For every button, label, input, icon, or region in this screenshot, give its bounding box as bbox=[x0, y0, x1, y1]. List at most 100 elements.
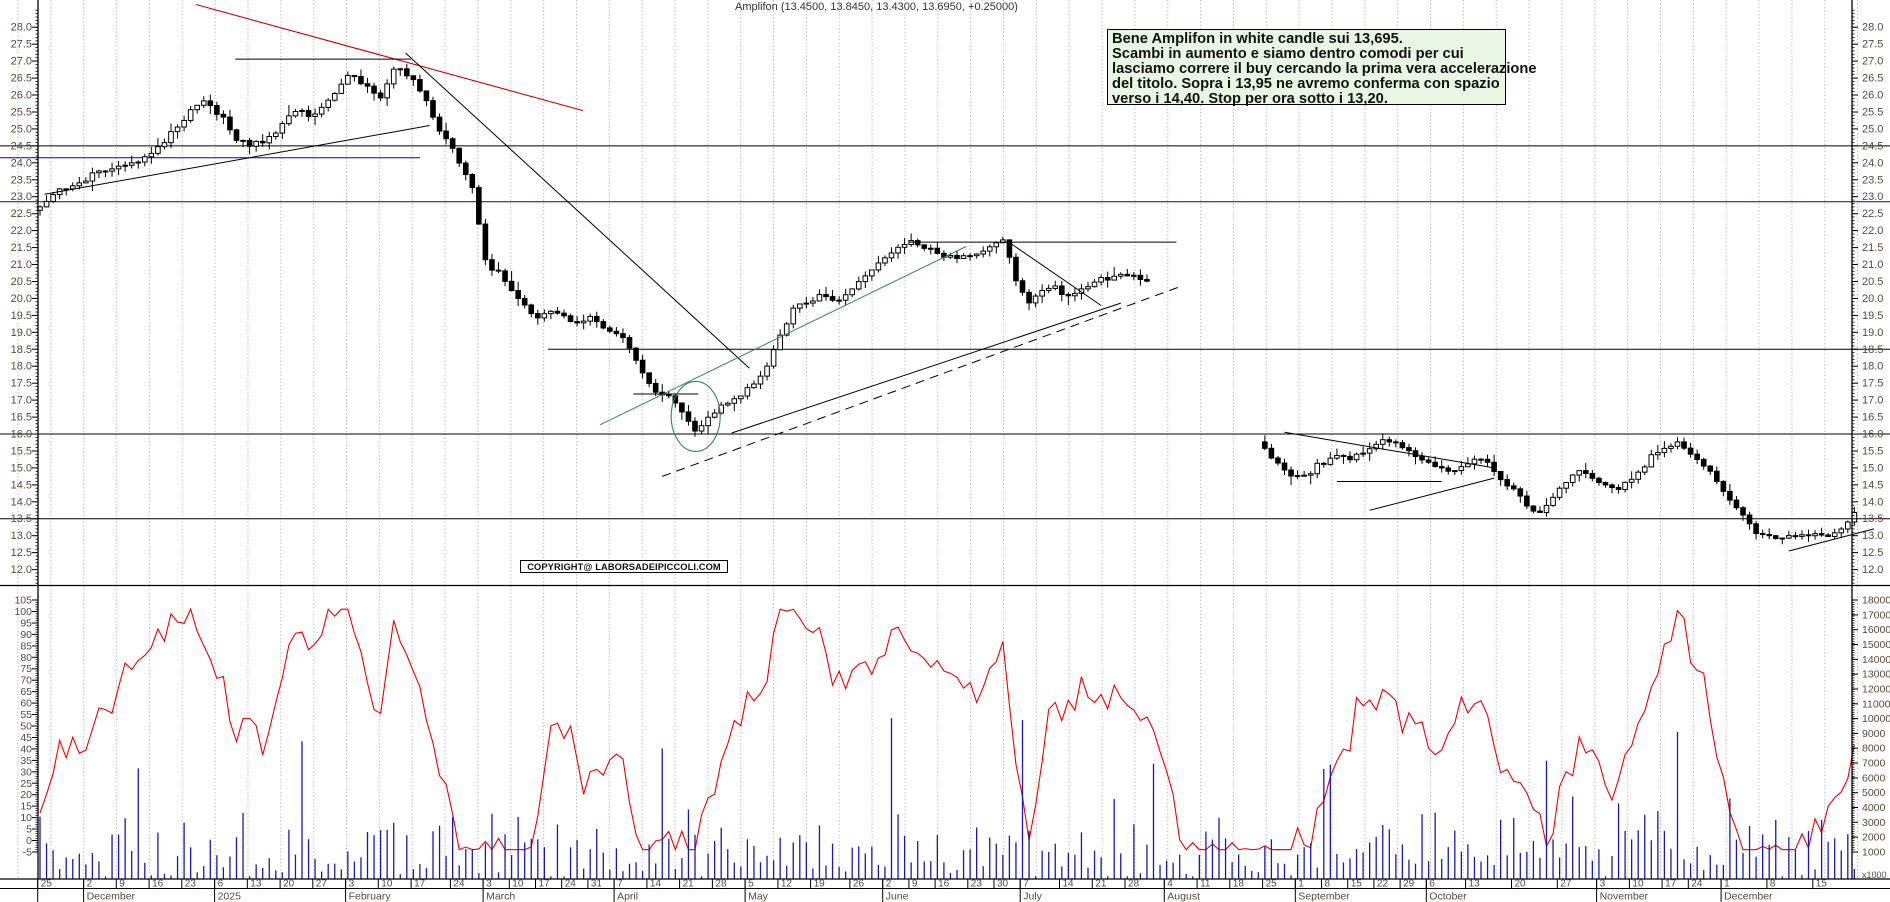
svg-text:21.0: 21.0 bbox=[1862, 259, 1883, 271]
svg-text:65: 65 bbox=[20, 686, 32, 698]
svg-text:Amplifon (13.4500, 13.8450, 13: Amplifon (13.4500, 13.8450, 13.4300, 13.… bbox=[735, 1, 1018, 13]
svg-text:20.0: 20.0 bbox=[11, 293, 32, 305]
svg-text:1: 1 bbox=[1724, 879, 1730, 890]
svg-text:14000: 14000 bbox=[1862, 654, 1890, 666]
svg-text:21: 21 bbox=[683, 879, 695, 890]
svg-text:15.5: 15.5 bbox=[11, 446, 32, 458]
svg-text:August: August bbox=[1167, 891, 1200, 902]
svg-text:13: 13 bbox=[250, 879, 262, 890]
svg-text:35: 35 bbox=[20, 755, 32, 767]
svg-text:June: June bbox=[886, 891, 909, 902]
svg-text:6: 6 bbox=[218, 879, 224, 890]
svg-text:26.5: 26.5 bbox=[1862, 73, 1883, 85]
svg-text:11: 11 bbox=[1200, 879, 1211, 890]
svg-text:9: 9 bbox=[912, 879, 918, 890]
svg-text:9000: 9000 bbox=[1862, 728, 1886, 740]
svg-text:26.0: 26.0 bbox=[11, 90, 32, 102]
svg-text:28: 28 bbox=[715, 879, 727, 890]
svg-text:25.5: 25.5 bbox=[1862, 107, 1883, 119]
svg-text:-5: -5 bbox=[23, 847, 32, 859]
svg-text:18.0: 18.0 bbox=[11, 361, 32, 373]
svg-text:60: 60 bbox=[20, 698, 32, 710]
svg-text:15: 15 bbox=[1351, 879, 1363, 890]
svg-text:13.5: 13.5 bbox=[1862, 513, 1883, 525]
svg-text:19.0: 19.0 bbox=[11, 327, 32, 339]
svg-text:23: 23 bbox=[971, 879, 983, 890]
svg-text:October: October bbox=[1429, 891, 1467, 902]
svg-text:22.5: 22.5 bbox=[11, 208, 32, 220]
svg-text:10: 10 bbox=[381, 879, 393, 890]
svg-text:2: 2 bbox=[87, 879, 93, 890]
svg-text:15.0: 15.0 bbox=[1862, 462, 1883, 474]
svg-text:23.0: 23.0 bbox=[1862, 191, 1883, 203]
svg-text:3: 3 bbox=[1600, 879, 1606, 890]
svg-text:17.5: 17.5 bbox=[1862, 378, 1883, 390]
svg-text:17.0: 17.0 bbox=[11, 395, 32, 407]
svg-text:27.0: 27.0 bbox=[11, 56, 32, 68]
svg-text:13.5: 13.5 bbox=[11, 513, 32, 525]
svg-text:18.5: 18.5 bbox=[11, 344, 32, 356]
svg-text:25.5: 25.5 bbox=[11, 107, 32, 119]
svg-text:2000: 2000 bbox=[1862, 832, 1886, 844]
svg-text:14.0: 14.0 bbox=[1862, 496, 1883, 508]
svg-text:15: 15 bbox=[20, 801, 32, 813]
svg-text:15.5: 15.5 bbox=[1862, 446, 1883, 458]
svg-text:20: 20 bbox=[1515, 879, 1527, 890]
svg-text:12000: 12000 bbox=[1862, 684, 1890, 696]
svg-text:100: 100 bbox=[14, 606, 32, 618]
svg-text:12.0: 12.0 bbox=[11, 564, 32, 576]
svg-text:24: 24 bbox=[1691, 879, 1703, 890]
svg-text:23.5: 23.5 bbox=[11, 174, 32, 186]
svg-text:20.5: 20.5 bbox=[1862, 276, 1883, 288]
svg-text:11000: 11000 bbox=[1862, 698, 1890, 710]
svg-text:May: May bbox=[748, 891, 769, 902]
svg-text:8000: 8000 bbox=[1862, 743, 1886, 755]
svg-text:27: 27 bbox=[316, 879, 328, 890]
svg-text:26.5: 26.5 bbox=[11, 73, 32, 85]
svg-text:3: 3 bbox=[486, 879, 492, 890]
svg-text:10: 10 bbox=[20, 812, 32, 824]
svg-text:16.0: 16.0 bbox=[1862, 429, 1883, 441]
svg-text:7000: 7000 bbox=[1862, 758, 1886, 770]
svg-text:28.0: 28.0 bbox=[11, 22, 32, 34]
svg-text:14.5: 14.5 bbox=[11, 479, 32, 491]
svg-text:4: 4 bbox=[1167, 879, 1173, 890]
svg-text:90: 90 bbox=[20, 629, 32, 641]
svg-text:12.5: 12.5 bbox=[11, 547, 32, 559]
svg-text:24: 24 bbox=[453, 879, 465, 890]
svg-text:20: 20 bbox=[283, 879, 295, 890]
svg-text:6000: 6000 bbox=[1862, 772, 1886, 784]
svg-text:15: 15 bbox=[1816, 879, 1828, 890]
svg-text:22.5: 22.5 bbox=[1862, 208, 1883, 220]
svg-text:16.0: 16.0 bbox=[11, 429, 32, 441]
svg-text:4000: 4000 bbox=[1862, 802, 1886, 814]
svg-text:July: July bbox=[1023, 891, 1042, 902]
svg-text:25.0: 25.0 bbox=[1862, 123, 1883, 135]
svg-text:1: 1 bbox=[1298, 879, 1304, 890]
svg-text:17: 17 bbox=[1665, 879, 1677, 890]
svg-text:18.0: 18.0 bbox=[1862, 361, 1883, 373]
svg-text:3: 3 bbox=[349, 879, 355, 890]
svg-text:2025: 2025 bbox=[218, 891, 242, 902]
svg-text:12: 12 bbox=[781, 879, 793, 890]
svg-text:19.0: 19.0 bbox=[1862, 327, 1883, 339]
svg-text:15000: 15000 bbox=[1862, 639, 1890, 651]
svg-text:5: 5 bbox=[26, 824, 32, 836]
svg-text:November: November bbox=[1600, 891, 1649, 902]
svg-text:12.0: 12.0 bbox=[1862, 564, 1883, 576]
svg-text:14: 14 bbox=[650, 879, 662, 890]
svg-text:20: 20 bbox=[20, 789, 32, 801]
svg-text:29: 29 bbox=[1403, 879, 1415, 890]
svg-text:22: 22 bbox=[1377, 879, 1389, 890]
svg-text:23.0: 23.0 bbox=[11, 191, 32, 203]
svg-text:13: 13 bbox=[1469, 879, 1481, 890]
svg-text:2: 2 bbox=[886, 879, 892, 890]
svg-text:24.0: 24.0 bbox=[1862, 157, 1883, 169]
svg-text:14: 14 bbox=[1063, 879, 1075, 890]
svg-text:21.5: 21.5 bbox=[11, 242, 32, 254]
svg-text:18000: 18000 bbox=[1862, 595, 1890, 607]
svg-text:10: 10 bbox=[512, 879, 524, 890]
svg-text:80: 80 bbox=[20, 652, 32, 664]
svg-text:10: 10 bbox=[1632, 879, 1644, 890]
svg-text:14.5: 14.5 bbox=[1862, 479, 1883, 491]
